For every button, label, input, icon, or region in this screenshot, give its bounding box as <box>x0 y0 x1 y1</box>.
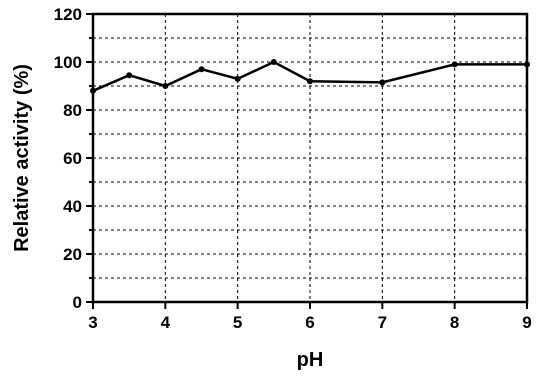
axis-ticks <box>86 13 528 309</box>
data-point <box>307 78 313 85</box>
x-tick-label: 7 <box>378 313 387 332</box>
y-axis-label: Relative activity (%) <box>11 64 33 252</box>
y-tick-label: 20 <box>63 245 82 264</box>
x-tick-label: 6 <box>305 313 314 332</box>
x-tick-label: 3 <box>88 313 97 332</box>
y-tick-label: 0 <box>73 293 82 312</box>
data-point <box>270 59 277 65</box>
series-line <box>92 60 527 92</box>
data-point <box>379 79 386 86</box>
x-tick-label: 4 <box>161 313 171 332</box>
x-axis-label: pH <box>297 349 324 371</box>
x-tick-label: 5 <box>233 313 242 332</box>
y-tick-label: 120 <box>54 5 82 24</box>
data-point <box>162 83 169 89</box>
data-point <box>126 72 133 79</box>
tick-labels: 0 20 40 60 80 100 120 3 4 5 6 7 8 9 <box>54 5 532 332</box>
data-point <box>234 75 241 82</box>
data-point <box>451 61 458 68</box>
grid-lines <box>93 14 527 302</box>
y-tick-label: 40 <box>63 197 82 216</box>
y-tick-label: 60 <box>63 149 82 168</box>
y-tick-label: 80 <box>63 101 82 120</box>
plot-frame <box>91 12 529 304</box>
x-tick-label: 8 <box>450 313 459 332</box>
x-tick-label: 9 <box>522 313 531 332</box>
y-tick-label: 100 <box>54 53 82 72</box>
series-layer <box>90 59 530 94</box>
data-point <box>198 66 205 73</box>
